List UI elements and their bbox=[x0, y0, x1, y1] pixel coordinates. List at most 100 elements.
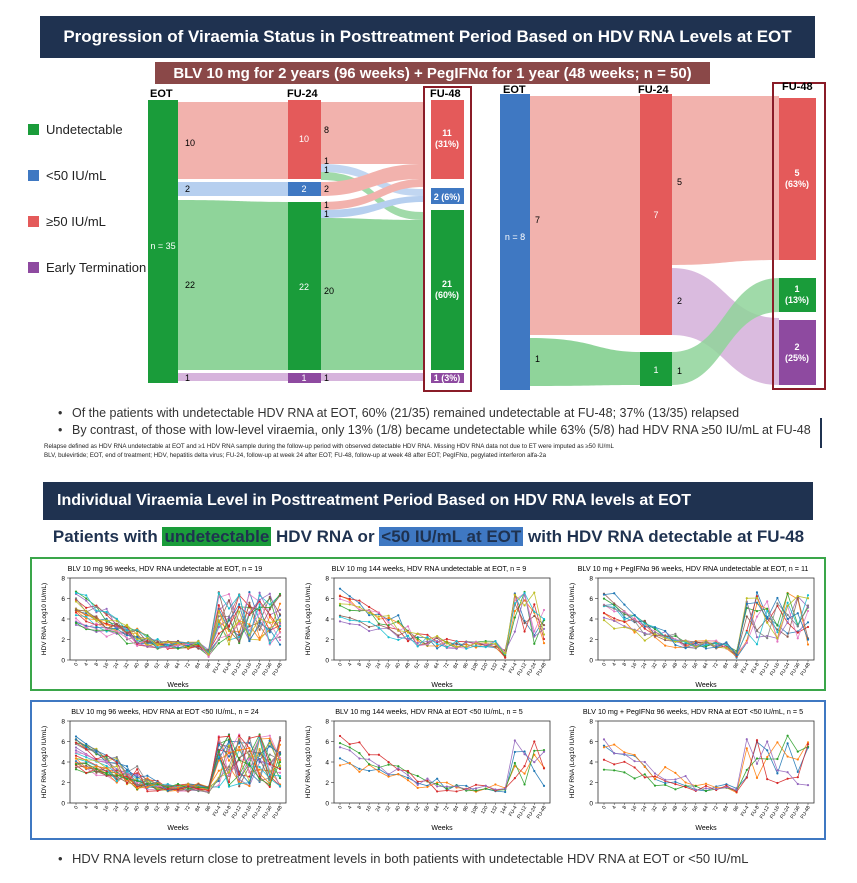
y-tick-label: 8 bbox=[325, 719, 329, 726]
patient-point bbox=[268, 741, 271, 745]
patient-point bbox=[115, 774, 118, 777]
patient-point bbox=[125, 782, 129, 785]
patient-point bbox=[74, 766, 78, 769]
patient-point bbox=[238, 606, 241, 609]
x-tick-label: 72 bbox=[443, 805, 451, 813]
patient-point bbox=[238, 778, 241, 781]
patient-point bbox=[755, 601, 759, 604]
patient-point bbox=[406, 630, 410, 633]
patient-point bbox=[796, 770, 799, 774]
patient-point bbox=[786, 742, 789, 745]
header-fu48: FU-48 bbox=[430, 88, 461, 100]
patient-point bbox=[542, 608, 546, 612]
patient-point bbox=[278, 735, 282, 739]
patient-point bbox=[115, 755, 118, 759]
y-tick-label: 4 bbox=[589, 617, 593, 624]
patient-point bbox=[268, 737, 271, 740]
flow-label: 1 bbox=[324, 156, 329, 166]
patient-point bbox=[278, 771, 282, 774]
header-fu24-2: FU-24 bbox=[638, 84, 669, 96]
panel-title: BLV 10 mg 96 weeks, HDV RNA undetectable… bbox=[68, 564, 263, 573]
patient-point bbox=[95, 629, 98, 632]
patient-point bbox=[786, 734, 789, 737]
patient-point bbox=[115, 622, 118, 625]
patient-point bbox=[136, 628, 139, 631]
patient-point bbox=[74, 768, 78, 771]
patient-point bbox=[146, 790, 149, 793]
patient-point bbox=[338, 742, 342, 745]
patient-point bbox=[268, 608, 271, 611]
patient-point bbox=[227, 735, 231, 738]
patient-point bbox=[426, 633, 429, 636]
patient-point bbox=[338, 587, 342, 590]
patient-point bbox=[806, 625, 810, 629]
x-tick-label: 8 bbox=[622, 805, 629, 811]
patient-point bbox=[755, 762, 759, 765]
patient-point bbox=[248, 775, 251, 778]
x-tick-label: 56 bbox=[423, 805, 431, 813]
legend-swatch-green bbox=[28, 124, 39, 135]
patient-point bbox=[377, 611, 380, 614]
patient-point bbox=[704, 647, 708, 650]
patient-point bbox=[725, 641, 728, 644]
patient-point bbox=[238, 749, 241, 752]
patient-point bbox=[176, 788, 180, 791]
patient-point bbox=[227, 607, 231, 610]
patient-point bbox=[348, 743, 351, 746]
patient-point bbox=[474, 787, 478, 790]
patient-point bbox=[513, 750, 516, 754]
x-tick-label: 24 bbox=[113, 805, 121, 813]
fu48-label-high-2: 5 (63%) bbox=[785, 168, 809, 189]
patient-point bbox=[278, 602, 282, 605]
y-tick-label: 2 bbox=[61, 780, 65, 787]
patient-point bbox=[397, 767, 400, 770]
patient-point bbox=[258, 628, 261, 631]
patient-point bbox=[494, 788, 497, 791]
patient-point bbox=[176, 644, 180, 647]
patient-point bbox=[684, 781, 687, 784]
patient-point bbox=[513, 602, 516, 605]
patient-point bbox=[338, 615, 342, 618]
x-tick-label: FU-48 bbox=[536, 662, 548, 677]
patient-point bbox=[74, 597, 78, 600]
patient-point bbox=[643, 765, 646, 769]
patient-point bbox=[248, 747, 251, 750]
node-fu24-et bbox=[288, 373, 321, 383]
patient-point bbox=[406, 779, 410, 782]
panel-title: BLV 10 mg 96 weeks, HDV RNA at EOT <50 I… bbox=[71, 707, 259, 716]
patient-point bbox=[207, 791, 210, 794]
patient-point bbox=[125, 765, 129, 768]
patient-point bbox=[416, 641, 419, 645]
x-tick-label: 52 bbox=[153, 805, 161, 813]
patient-point bbox=[643, 639, 646, 642]
flow-label: 22 bbox=[185, 280, 195, 290]
patient-point bbox=[227, 625, 231, 628]
patient-point bbox=[268, 603, 271, 606]
patient-point bbox=[674, 780, 677, 784]
patient-point bbox=[436, 635, 439, 638]
node-fu24-undetectable bbox=[288, 202, 321, 370]
patient-point bbox=[338, 620, 342, 623]
patient-point bbox=[238, 745, 241, 749]
flow-label: 1 bbox=[677, 366, 682, 376]
fu48-label-und-2: 1 (13%) bbox=[785, 284, 809, 305]
patient-point bbox=[465, 640, 468, 644]
patient-point bbox=[484, 646, 487, 649]
patient-point bbox=[613, 610, 616, 613]
patient-point bbox=[786, 613, 789, 616]
x-tick-label: 8 bbox=[94, 805, 101, 811]
patient-point bbox=[533, 603, 536, 606]
patient-point bbox=[258, 622, 261, 625]
flow-label: 10 bbox=[185, 138, 195, 148]
patient-point bbox=[348, 616, 351, 619]
panel-title: BLV 10 mg 144 weeks, HDV RNA undetectabl… bbox=[332, 564, 527, 573]
patient-point bbox=[377, 770, 380, 773]
patient-point bbox=[533, 630, 536, 633]
patient-point bbox=[125, 636, 129, 640]
patient-point bbox=[725, 643, 728, 647]
patient-point bbox=[358, 605, 361, 609]
fu48-highlight-box-2 bbox=[772, 82, 826, 390]
heading-text: HDV RNA or bbox=[271, 527, 380, 546]
patient-point bbox=[268, 745, 271, 748]
node-fu48-high bbox=[431, 100, 464, 179]
